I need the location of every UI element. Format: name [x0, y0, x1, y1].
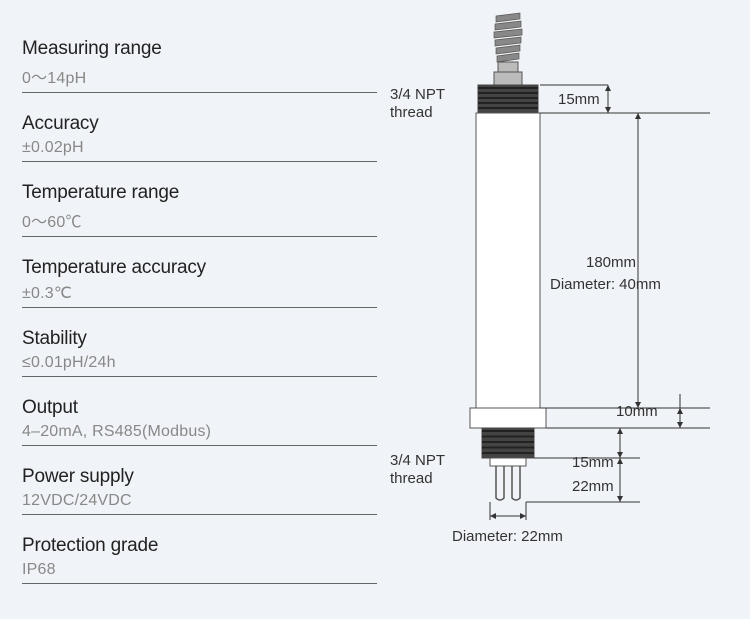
dim-body: 180mm	[586, 254, 636, 271]
dim-top-cap: 15mm	[558, 91, 600, 108]
spec-row: Stability ≤0.01pH/24h	[22, 328, 377, 377]
thread-label-top: 3/4 NPT thread	[390, 86, 445, 122]
spec-value: 0～60℃	[22, 208, 377, 232]
specs-list: Measuring range 0～14pH Accuracy ±0.02pH Temp…	[22, 38, 377, 604]
spec-value: ±0.02pH	[22, 139, 377, 157]
spec-label: Output	[22, 397, 377, 419]
dim-bottom-thread: 15mm	[572, 454, 614, 471]
spec-value: 12VDC/24VDC	[22, 492, 377, 510]
spec-label: Protection grade	[22, 535, 377, 557]
spec-label: Stability	[22, 328, 377, 350]
spec-value: 4–20mA, RS485(Modbus)	[22, 423, 377, 441]
spec-label: Measuring range	[22, 38, 377, 60]
spec-row: Temperature accuracy ±0.3℃	[22, 257, 377, 308]
spec-value: IP68	[22, 561, 377, 579]
spec-row: Measuring range 0～14pH	[22, 38, 377, 93]
spec-label: Temperature range	[22, 182, 377, 204]
spec-row: Accuracy ±0.02pH	[22, 113, 377, 162]
dim-sensor: 22mm	[572, 478, 614, 495]
spec-row: Temperature range 0～60℃	[22, 182, 377, 237]
sensor-diagram: 3/4 NPT thread 3/4 NPT thread 15mm 180mm…	[390, 0, 740, 614]
spec-value: ±0.3℃	[22, 283, 377, 303]
diameter-sensor: Diameter: 22mm	[452, 528, 563, 545]
dim-shoulder: 10mm	[616, 403, 658, 420]
spec-label: Power supply	[22, 466, 377, 488]
spec-label: Accuracy	[22, 113, 377, 135]
spec-value: ≤0.01pH/24h	[22, 354, 377, 372]
spec-row: Power supply 12VDC/24VDC	[22, 466, 377, 515]
thread-label-bottom: 3/4 NPT thread	[390, 452, 445, 488]
diameter-body: Diameter: 40mm	[550, 276, 661, 293]
spec-row: Output 4–20mA, RS485(Modbus)	[22, 397, 377, 446]
spec-label: Temperature accuracy	[22, 257, 377, 279]
spec-value: 0～14pH	[22, 64, 377, 88]
spec-row: Protection grade IP68	[22, 535, 377, 584]
